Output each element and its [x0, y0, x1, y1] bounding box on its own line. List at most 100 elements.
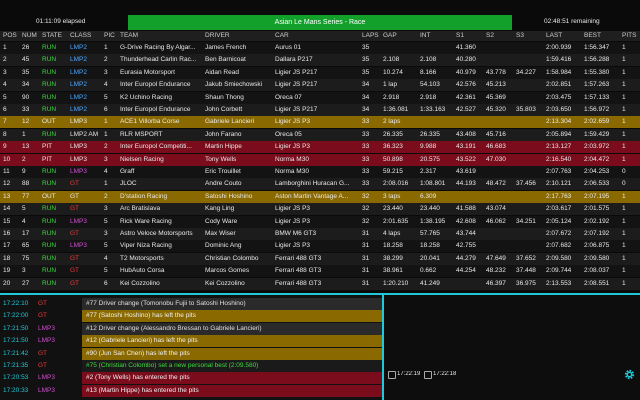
table-cell: 40.280	[456, 56, 476, 64]
table-cell: 5	[104, 242, 108, 250]
table-cell: PIT	[42, 143, 53, 151]
table-cell: 37.456	[516, 180, 536, 188]
column-header: BEST	[584, 32, 601, 39]
table-cell: 1	[622, 242, 626, 250]
table-cell: RUN	[42, 279, 57, 287]
table-cell: RUN	[42, 130, 57, 138]
table-cell: 2:09.744	[546, 267, 572, 275]
table-cell: 50.898	[383, 155, 403, 163]
table-cell: 15	[3, 217, 11, 225]
table-cell: 26.335	[420, 130, 440, 138]
table-cell: 2	[104, 56, 108, 64]
table-cell: 4	[104, 81, 108, 89]
table-cell: 48.232	[486, 267, 506, 275]
table-row: 14 5 RUN GT 3 Arc Bratislava Kang Ling Ligier J…	[0, 203, 640, 216]
log-time: 17:22:10	[3, 300, 29, 307]
table-cell: 31	[362, 267, 370, 275]
table-cell: 1:59.416	[546, 56, 572, 64]
table-cell: 33	[362, 180, 370, 188]
table-cell: 12	[22, 118, 30, 126]
table-cell: 3	[104, 230, 108, 237]
table-cell: 1	[104, 180, 108, 188]
table-cell: 4	[3, 81, 7, 89]
table-cell: Inter Europol Endurance	[120, 81, 191, 89]
table-cell: 1:57.263	[584, 81, 610, 89]
table-cell: 3	[104, 68, 108, 76]
log-entry: 17:21:35 GT #75 (Christian Colombo) set a …	[0, 360, 382, 372]
table-cell: 65	[22, 242, 30, 250]
table-cell: Ligier JS P217	[275, 68, 318, 76]
table-cell: 2:03.972	[584, 143, 610, 151]
table-row: 12 88 RUN GT 1 JLOC Andre Couto Lamborghini Hur…	[0, 178, 640, 191]
table-cell: 18	[3, 254, 11, 262]
table-cell: 32	[362, 205, 370, 213]
table-row: 6 33 RUN LMP2 6 Inter Europol Endurance John C…	[0, 104, 640, 116]
table-cell: Eric Trouillet	[205, 168, 241, 175]
table-cell: RUN	[42, 267, 57, 275]
table-cell: 33	[362, 130, 370, 138]
table-cell: 36.323	[383, 143, 403, 151]
table-cell: 2:09.580	[584, 254, 610, 262]
log-entry: 17:21:50 LMP3 #12 (Gabriele Lancieri) has …	[0, 335, 382, 348]
table-cell: Satoshi Hoshino	[205, 192, 253, 200]
table-cell: 1	[622, 192, 626, 200]
table-cell: Aston Martin Vantage A...	[275, 192, 349, 200]
table-cell: 43.191	[456, 143, 476, 151]
table-cell: 1:59.429	[584, 130, 610, 138]
column-header: NUM	[22, 32, 37, 39]
table-cell: 45.369	[486, 93, 506, 101]
column-header: PIC	[104, 32, 115, 39]
log-message: #12 Driver change (Alessandro Bressan to…	[82, 322, 382, 335]
table-cell: 2:08.037	[584, 267, 610, 275]
table-cell: 45.320	[486, 106, 506, 113]
table-cell: 5	[104, 267, 108, 275]
table-row: 10 2 PIT LMP3 3 Nielsen Racing Tony Wells Norma…	[0, 153, 640, 166]
table-cell: 42.527	[456, 106, 476, 113]
table-cell: 18.258	[383, 242, 403, 250]
table-cell: 7	[3, 118, 7, 126]
log-time: 17:21:42	[3, 349, 29, 357]
table-cell: 2:08.016	[383, 180, 409, 188]
table-cell: Kei Cozzolino	[120, 279, 160, 287]
table-cell: Max Wiser	[205, 230, 236, 237]
table-cell: 1	[622, 279, 626, 287]
table-cell: 2.317	[420, 168, 437, 175]
table-cell: 41.249	[420, 279, 440, 287]
table-cell: Ligier JS P3	[275, 217, 311, 225]
table-cell: BMW M6 GT3	[275, 230, 317, 237]
settings-button[interactable]	[624, 369, 635, 380]
table-cell: GT	[70, 279, 80, 287]
table-cell: 23.440	[383, 205, 403, 213]
column-header: S2	[486, 32, 494, 39]
table-cell: 32	[362, 192, 370, 200]
table-cell: 2:13.304	[546, 118, 572, 126]
table-cell: 1:56.347	[584, 44, 610, 51]
table-cell: 2:03.650	[546, 106, 572, 113]
log-message: #12 (Gabriele Lancieri) has left the pit…	[82, 335, 382, 348]
table-cell: 43.619	[456, 168, 476, 175]
table-cell: 3	[104, 205, 108, 213]
table-cell: 42.361	[456, 93, 476, 101]
table-cell: 10.274	[383, 68, 403, 76]
table-cell: 44.279	[456, 254, 476, 262]
column-header: LAPS	[362, 32, 379, 39]
table-cell: 0	[622, 168, 626, 175]
table-cell: 16	[3, 230, 11, 237]
log-class: GT	[38, 300, 48, 307]
table-cell: GT	[70, 230, 80, 237]
table-cell: 6.309	[420, 192, 437, 200]
table-cell: PIT	[42, 155, 53, 163]
table-cell: LMP3	[70, 143, 87, 151]
table-cell: 1	[622, 217, 626, 225]
table-cell: 20.575	[420, 155, 440, 163]
table-cell: 1:56.288	[584, 56, 610, 64]
table-cell: 1	[104, 118, 108, 126]
table-cell: 1	[104, 44, 108, 51]
table-cell: LMP3	[70, 118, 87, 126]
table-cell: Norma M30	[275, 155, 309, 163]
table-cell: Rick Ware Racing	[120, 217, 172, 225]
table-cell: 54.103	[420, 81, 440, 89]
table-cell: ACE1 Villorba Corse	[120, 118, 180, 126]
table-cell: 46.397	[486, 279, 506, 287]
table-cell: Cody Ware	[205, 217, 238, 225]
